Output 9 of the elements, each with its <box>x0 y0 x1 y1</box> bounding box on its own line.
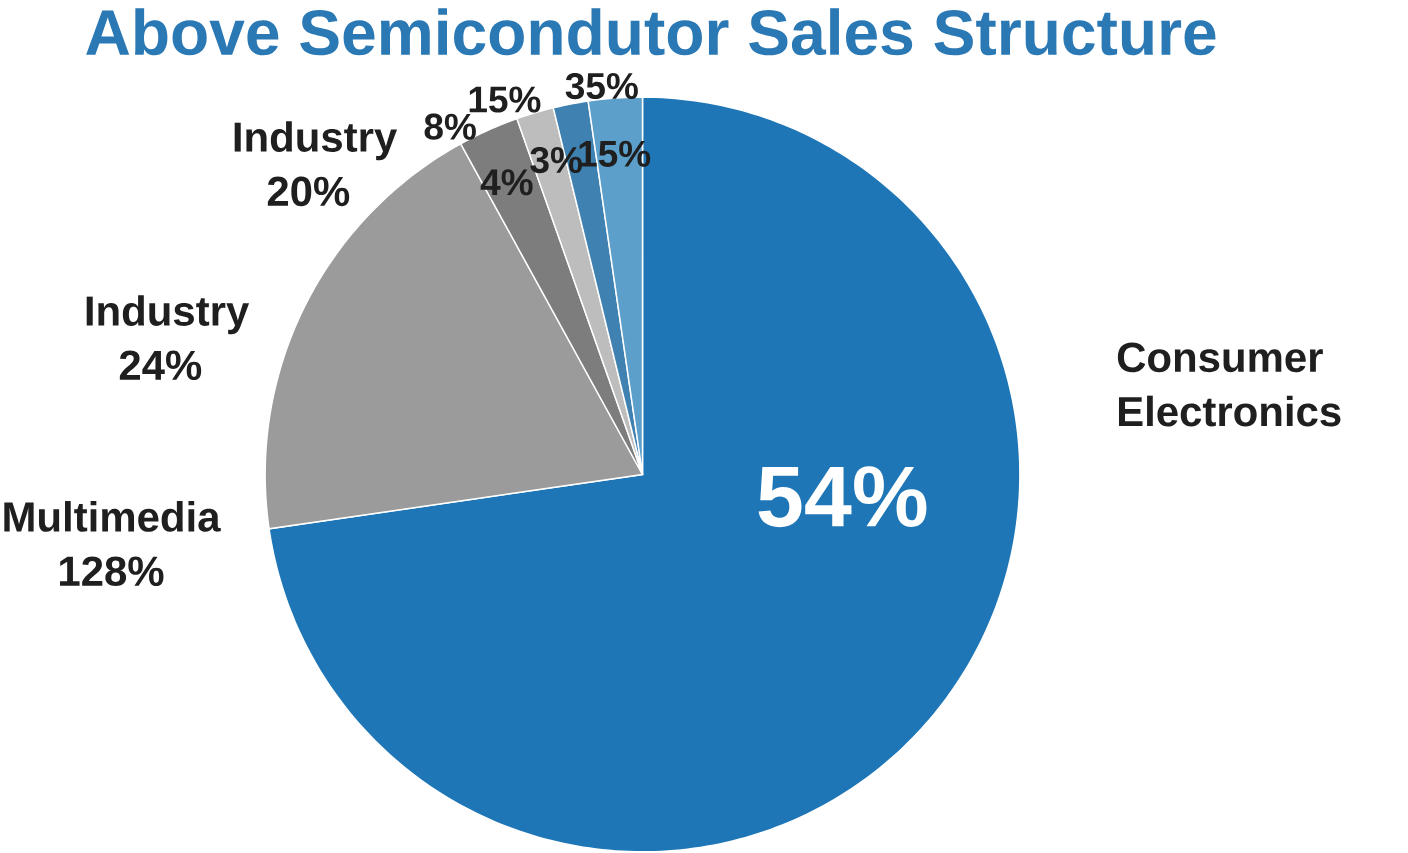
text: 15% <box>469 86 541 113</box>
text: Multimedia 128% <box>4 501 221 587</box>
text: 54% <box>758 466 927 528</box>
text: 35% <box>565 73 638 100</box>
slice-label: Consumer Electronics <box>1117 342 1341 427</box>
chart-title: Above Semicondutor Sales Structure <box>86 8 1216 56</box>
text: Industry 20% <box>234 121 398 207</box>
text: 8% <box>424 113 476 141</box>
text: Industry 24% <box>86 295 250 381</box>
